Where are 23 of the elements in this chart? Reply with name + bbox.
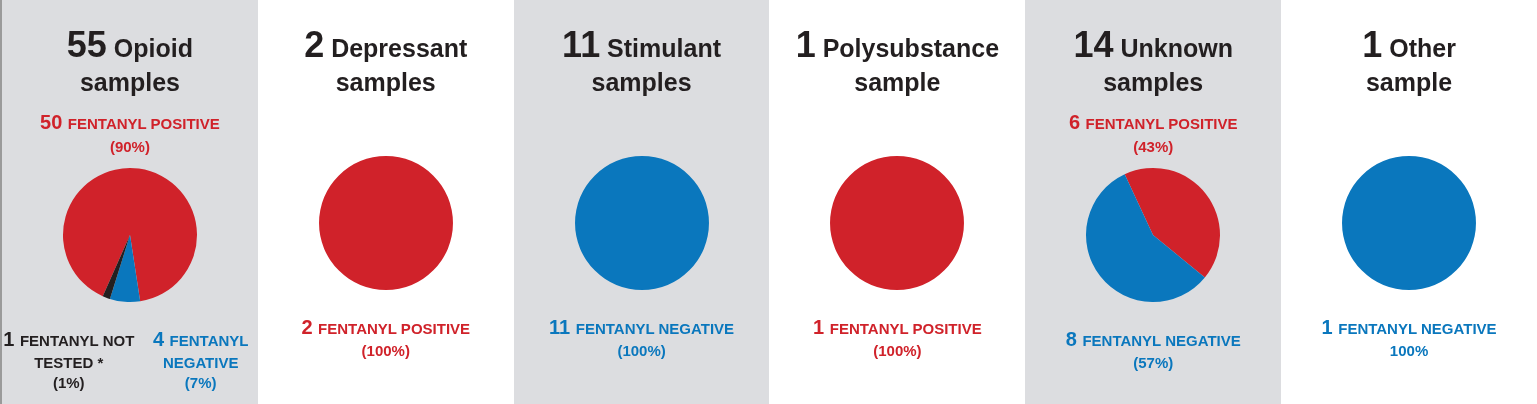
chart-title: 55 Opioid samples bbox=[65, 23, 194, 98]
slice-label: FENTANYL NEGATIVE (57%) bbox=[1082, 332, 1241, 371]
data-label: 1 bbox=[3, 328, 16, 350]
slice-label: FENTANYL NEGATIVE (100%) bbox=[575, 320, 735, 359]
slice-label: FENTANYL NEGATIVE 100% bbox=[1338, 320, 1497, 359]
data-label: 2 bbox=[301, 316, 314, 338]
data-label: 4 bbox=[152, 328, 165, 350]
data-label: 1 bbox=[1321, 316, 1334, 338]
slice-label: FENTANYL NOT TESTED * (1%) bbox=[19, 332, 135, 392]
data-label: 11 bbox=[549, 316, 572, 338]
data-label: 1 bbox=[813, 316, 826, 338]
slice-label: FENTANYL POSITIVE (100%) bbox=[318, 320, 471, 359]
data-label: 6 bbox=[1068, 111, 1081, 133]
slice-label: FENTANYL POSITIVE (43%) bbox=[1085, 115, 1238, 155]
chart-title: 1 Polysubstance sample bbox=[795, 23, 1000, 98]
chart-title: 1 Other sample bbox=[1361, 23, 1457, 98]
slice-label: FENTANYL POSITIVE (90%) bbox=[67, 115, 220, 155]
chart-title: 11 Stimulant samples bbox=[561, 23, 722, 98]
slice-label: FENTANYL POSITIVE (100%) bbox=[829, 320, 982, 359]
chart-title: 2 Depressant samples bbox=[303, 23, 469, 98]
data-label: 50 bbox=[40, 111, 64, 133]
data-label: 8 bbox=[1065, 328, 1078, 350]
chart-title: 14 Unknown samples bbox=[1072, 23, 1234, 98]
